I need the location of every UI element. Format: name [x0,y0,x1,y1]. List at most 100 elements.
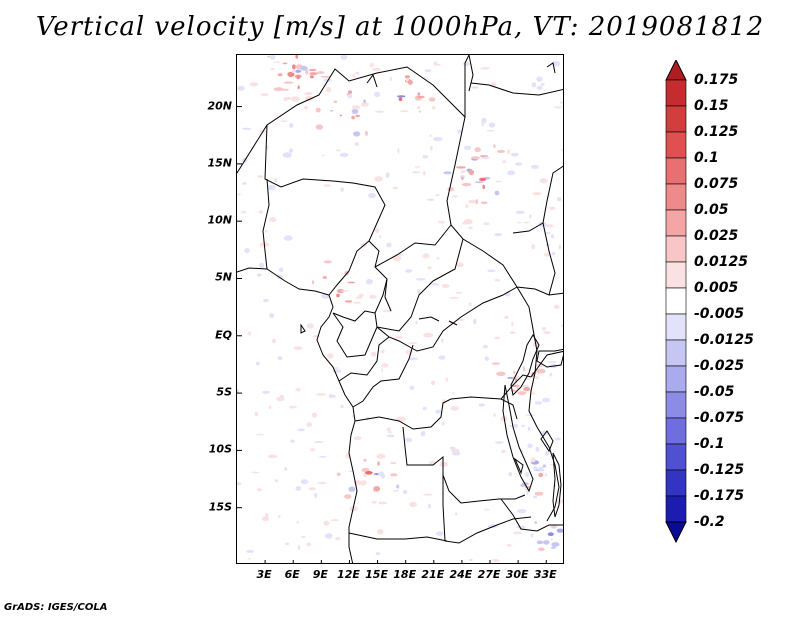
field-speckle [348,486,356,492]
field-speckle [332,367,340,370]
field-speckle [340,290,350,292]
field-speckle [538,466,544,472]
field-speckle [270,68,276,71]
colorbar [665,60,687,544]
field-speckle [378,501,388,505]
field-speckle [409,385,415,390]
field-speckle [482,344,488,349]
field-speckle [530,533,534,538]
field-speckle [344,494,352,499]
field-speckle [538,547,545,552]
field-speckle [295,55,298,59]
field-speckle [510,152,519,157]
field-speckle [352,301,361,304]
border-line [530,350,563,378]
field-speckle [491,362,500,365]
field-speckle [309,72,318,76]
field-speckle [258,210,263,214]
colorbar-label: 0.0125 [694,254,749,270]
colorbar-swatch [665,287,687,315]
field-speckle [465,204,469,209]
field-speckle [445,377,449,382]
border-line [332,310,376,322]
field-speckle [363,99,366,104]
field-speckle [508,472,512,477]
field-speckle [430,380,436,386]
field-speckle [531,82,537,88]
field-speckle [441,421,445,426]
field-speckle [377,529,384,535]
field-speckle [433,61,438,66]
coastline [237,267,358,563]
field-speckle [249,82,259,87]
field-speckle [468,169,475,175]
field-speckle [399,110,409,113]
field-speckle [549,206,556,210]
field-speckle [386,434,395,438]
field-speckle [415,278,426,281]
field-speckle [517,509,527,514]
field-speckle [495,180,502,183]
field-speckle [394,336,404,339]
border-line [470,82,563,96]
field-speckle [374,228,380,234]
colorbar-label: 0.125 [694,124,739,140]
field-speckle [456,262,464,268]
lat-label-10N: 10N [207,213,232,227]
field-speckle [427,266,432,270]
field-speckle [502,160,507,164]
field-speckle [455,291,463,294]
field-speckle [257,175,264,178]
field-speckle [320,75,331,78]
field-speckle [474,181,484,184]
map-svg [237,55,563,563]
field-speckle [340,55,348,60]
field-speckle [301,535,306,538]
field-speckle [374,91,381,98]
border-line [338,336,390,382]
field-speckle [538,221,547,227]
colorbar-label: -0.005 [694,306,745,322]
field-speckle [297,85,300,90]
field-speckle [277,356,283,360]
lat-label-5S: 5S [216,385,232,399]
field-speckle [481,156,490,159]
field-speckle [538,472,544,478]
field-speckle [237,389,240,393]
colorbar-swatch [665,131,687,159]
field-speckle [292,64,296,70]
field-speckle [494,190,500,196]
field-speckle [326,353,334,359]
field-speckle [411,171,421,174]
lake-outline [546,62,556,74]
field-speckle [435,194,440,197]
colorbar-swatch [665,339,687,367]
field-speckle [355,71,360,75]
field-speckle [486,129,495,132]
border-line [512,222,544,234]
field-speckle [415,320,418,325]
field-speckle [348,90,352,95]
field-speckle [311,412,318,418]
field-speckle [479,177,487,182]
colorbar-swatch [665,235,687,263]
field-speckle [358,293,364,298]
border-line [442,475,532,544]
field-speckle [304,105,308,110]
border-line [446,116,563,296]
field-speckle [351,108,359,114]
colorbar-swatch [665,469,687,497]
lat-label-20N: 20N [207,99,232,113]
field-speckle [371,67,381,71]
border-line [376,280,434,332]
field-speckle [290,439,295,443]
field-speckle [550,234,555,239]
field-speckle [549,463,557,466]
field-speckle [248,557,251,560]
field-speckle [422,155,429,159]
credit-text: GrADS: IGES/COLA [4,602,108,613]
field-speckle [345,300,353,303]
colorbar-label: -0.025 [694,358,745,374]
field-speckle [291,70,296,73]
field-speckle [373,486,381,492]
